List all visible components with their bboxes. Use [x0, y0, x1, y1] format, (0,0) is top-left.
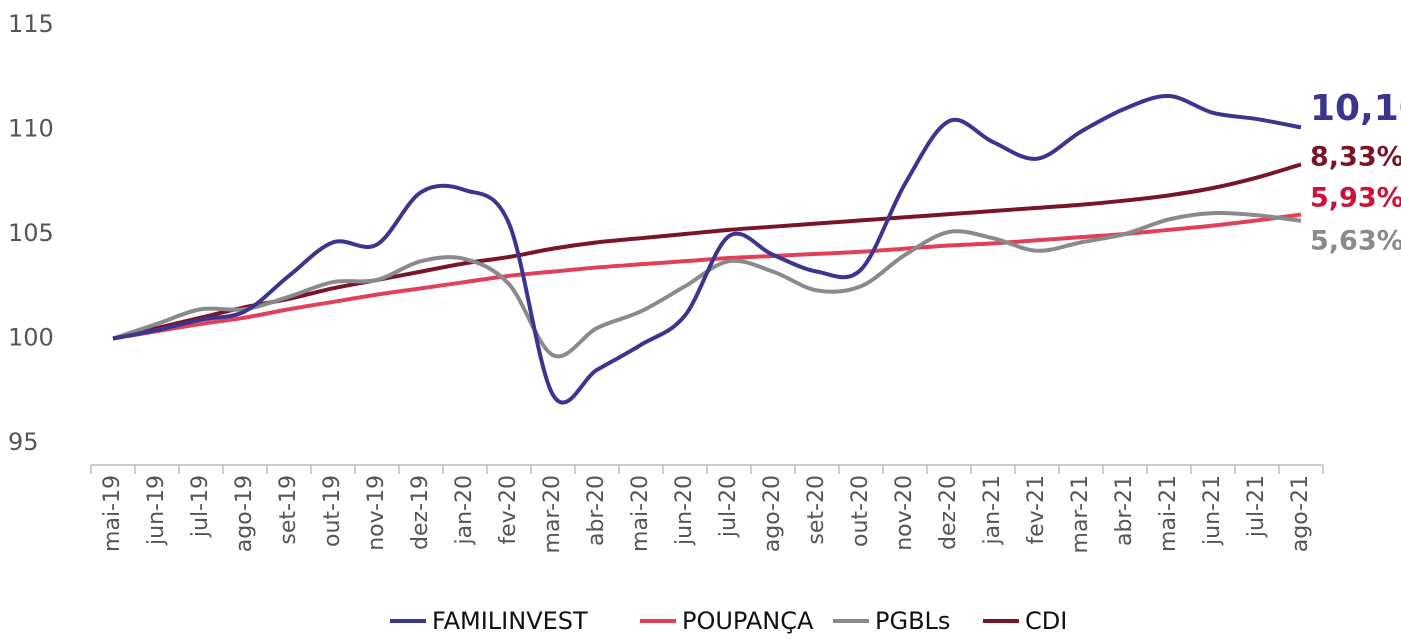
y-tick-label: 100 [8, 324, 54, 352]
x-tick-label: jan-20 [452, 475, 477, 545]
series-line [112, 162, 1302, 341]
legend-label: CDI [1025, 607, 1067, 635]
end-label: 10,10% [1310, 88, 1401, 129]
x-tick-label: mar-20 [540, 475, 565, 553]
legend-label: POUPANÇA [682, 607, 814, 635]
x-tick-label: dez-20 [936, 475, 961, 550]
x-tick-label: abr-20 [584, 475, 609, 546]
x-tick-label: jun-19 [144, 475, 169, 546]
x-tick-label: dez-19 [408, 475, 433, 550]
x-tick-label: set-19 [276, 475, 301, 545]
end-label: 5,63% [1310, 226, 1401, 257]
x-tick-label: ago-20 [760, 475, 785, 552]
x-tick-label: jan-21 [980, 475, 1005, 545]
x-tick-label: mai-19 [100, 475, 125, 552]
y-tick-label: 105 [8, 219, 54, 247]
x-tick-label: fev-21 [1024, 475, 1049, 545]
x-tick-label: mar-21 [1068, 475, 1093, 553]
series-line [112, 94, 1302, 405]
x-tick-label: jul-19 [188, 475, 213, 538]
end-label: 8,33% [1310, 142, 1401, 173]
y-tick-label: 95 [8, 428, 39, 456]
x-tick-label: out-19 [320, 475, 345, 547]
x-tick-label: ago-19 [232, 475, 257, 552]
x-tick-label: fev-20 [496, 475, 521, 545]
x-tick-label: jun-21 [1200, 475, 1225, 546]
x-tick-label: jul-21 [1244, 475, 1269, 538]
x-tick-label: ago-21 [1288, 475, 1313, 552]
y-tick-label: 115 [8, 10, 54, 38]
x-tick-label: nov-19 [364, 475, 389, 551]
x-tick-label: abr-21 [1112, 475, 1137, 546]
x-tick-label: jun-20 [672, 475, 697, 546]
x-tick-label: nov-20 [892, 475, 917, 551]
x-tick-label: out-20 [848, 475, 873, 547]
series-line [112, 212, 1302, 341]
series-line [112, 210, 1302, 359]
x-tick-label: jul-20 [716, 475, 741, 538]
end-label: 5,93% [1310, 183, 1401, 214]
legend-label: PGBLs [875, 607, 950, 635]
x-tick-label: set-20 [804, 475, 829, 545]
x-tick-label: mai-20 [628, 475, 653, 552]
x-tick-label: mai-21 [1156, 475, 1181, 552]
y-tick-label: 110 [8, 115, 54, 143]
legend-label: FAMILINVEST [432, 607, 588, 635]
